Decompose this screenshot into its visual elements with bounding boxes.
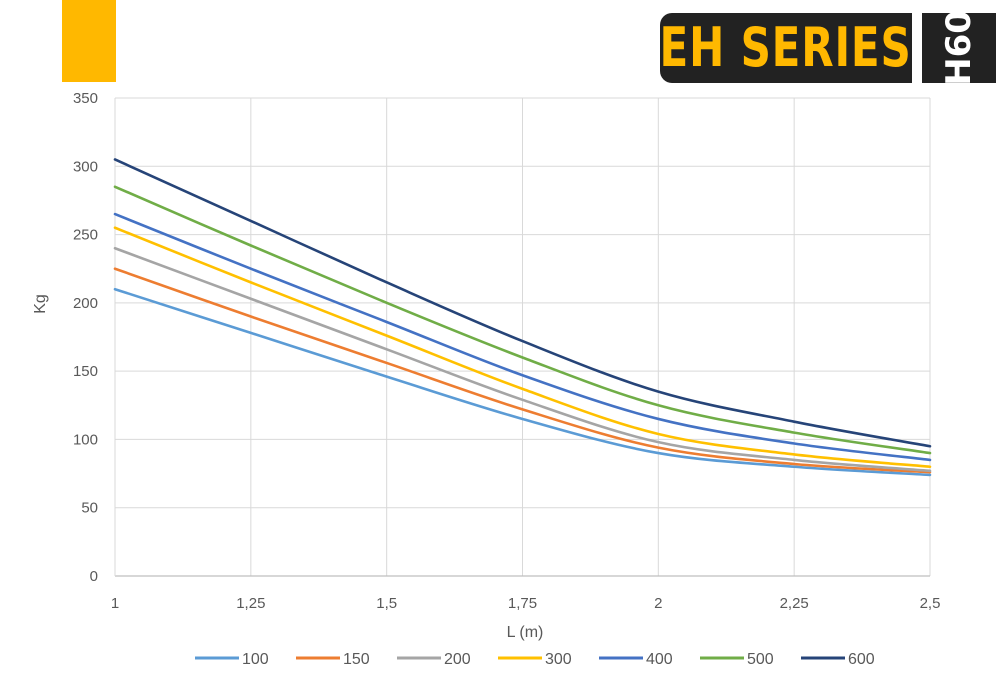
series-line-200 — [113, 246, 932, 473]
legend-label-400: 400 — [646, 651, 673, 668]
x-tick-label: 1 — [111, 595, 119, 612]
x-axis-title: L (m) — [507, 624, 544, 641]
x-tick-label: 2,5 — [920, 595, 941, 612]
x-tick-label: 1,5 — [376, 595, 397, 612]
legend-label-300: 300 — [545, 651, 572, 668]
brand-badge: EH SERIES — [660, 13, 912, 83]
grid — [114, 97, 931, 577]
accent-block — [62, 0, 116, 82]
y-tick-label: 200 — [73, 295, 98, 312]
model-badge: H60 — [922, 10, 996, 86]
y-tick-label: 50 — [81, 500, 98, 517]
legend-label-600: 600 — [848, 651, 875, 668]
y-tick-label: 350 — [73, 90, 98, 107]
legend-label-150: 150 — [343, 651, 370, 668]
legend-label-500: 500 — [747, 651, 774, 668]
series-line-300 — [113, 226, 932, 469]
y-tick-label: 0 — [90, 568, 98, 585]
y-tick-label: 150 — [73, 363, 98, 380]
series-line-150 — [113, 267, 932, 474]
series-line-100 — [113, 287, 932, 477]
y-axis-title: Kg — [32, 294, 49, 314]
y-tick-label: 300 — [73, 158, 98, 175]
axes: 0 50 100 150 200 250 300 350 1 1,25 1,5 1,75 2 2,25 2,… — [73, 90, 940, 612]
brand-title: EH SERIES — [659, 16, 913, 79]
y-tick-label: 100 — [73, 431, 98, 448]
y-tick-label: 250 — [73, 227, 98, 244]
series-line-400 — [113, 212, 932, 462]
series-line-600 — [113, 158, 932, 448]
legend-label-200: 200 — [444, 651, 471, 668]
series-line-500 — [113, 185, 932, 455]
series-lines — [113, 158, 932, 477]
x-tick-label: 1,75 — [508, 595, 537, 612]
x-tick-label: 1,25 — [236, 595, 265, 612]
legend: 100 150 200 300 400 500 600 — [195, 651, 875, 668]
legend-label-100: 100 — [242, 651, 269, 668]
x-tick-label: 2 — [654, 595, 662, 612]
x-tick-label: 2,25 — [780, 595, 809, 612]
